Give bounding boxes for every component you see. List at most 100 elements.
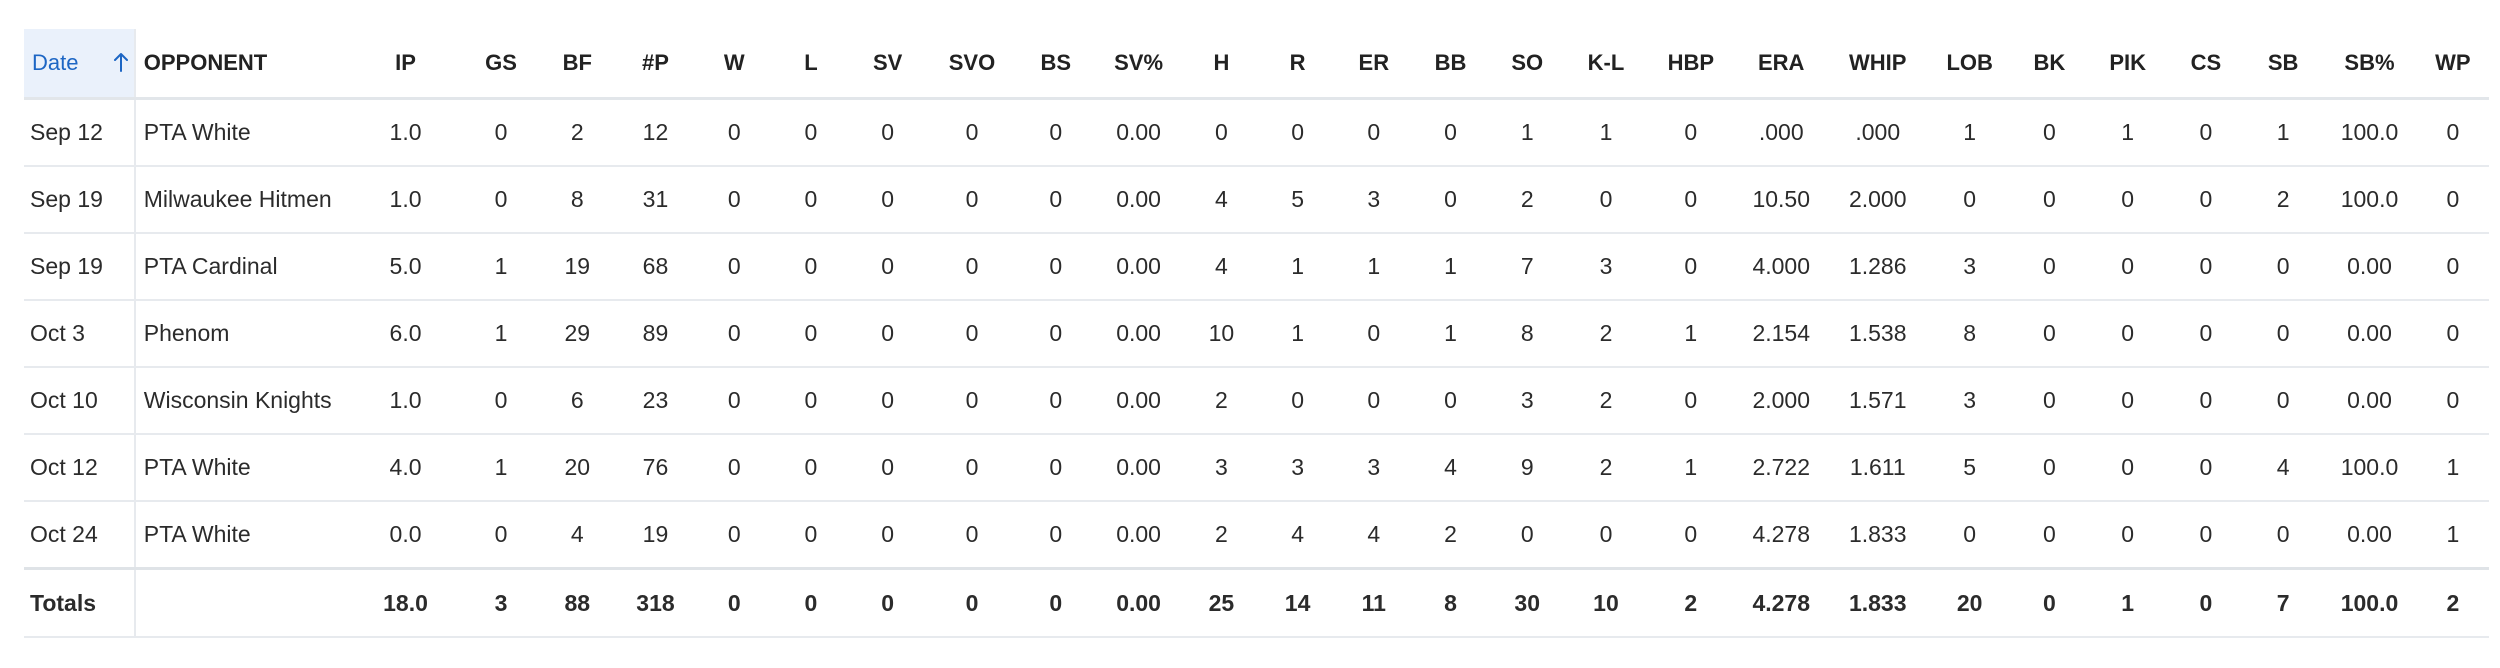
column-header-wp[interactable]: WP: [2416, 29, 2489, 100]
row-opponent: PTA White: [133, 434, 349, 502]
totals-stat-cell: 11: [1335, 568, 1412, 638]
totals-stat-cell: 1.833: [1827, 568, 1929, 638]
totals-stat-cell: 2: [2416, 568, 2489, 638]
row-stat-cell: 5.0: [348, 233, 463, 301]
row-stat-cell: 1.286: [1827, 233, 1929, 301]
row-stat-cell: 0: [772, 98, 850, 167]
row-stat-cell: 5: [1259, 166, 1336, 234]
table-row: Oct 12 PTA White 4.0 1 20 76 0 0 0 0 0 0.00 3 3 3 4 9 2 1 2…: [24, 434, 2489, 502]
row-stat-cell: 1: [1411, 233, 1490, 301]
totals-stat-cell: 0: [772, 568, 850, 638]
column-header-bs[interactable]: BS: [1017, 29, 1094, 100]
column-header-hbp[interactable]: HBP: [1646, 29, 1735, 100]
row-opponent: Wisconsin Knights: [133, 367, 349, 435]
row-stat-cell: 3: [1335, 434, 1412, 502]
totals-stat-cell: 100.0: [2322, 568, 2417, 638]
totals-stat-cell: 4.278: [1735, 568, 1828, 638]
table-body: Sep 12 PTA White 1.0 0 2 12 0 0 0 0 0 0.00 0 0 0 0 1 1 0.0…: [24, 98, 2489, 570]
row-stat-cell: 0: [2167, 300, 2245, 368]
row-stat-cell: 0: [2167, 367, 2245, 435]
row-stat-cell: 0: [1646, 367, 1735, 435]
totals-stat-cell: 25: [1183, 568, 1260, 638]
row-stat-cell: 0: [2416, 367, 2489, 435]
column-header-cs[interactable]: CS: [2167, 29, 2245, 100]
column-header-ip[interactable]: IP: [348, 29, 463, 100]
row-stat-cell: 1: [2087, 98, 2168, 167]
row-stat-cell: 5: [1928, 434, 2012, 502]
column-header-gs[interactable]: GS: [462, 29, 540, 100]
totals-stat-cell: 20: [1928, 568, 2012, 638]
column-header-so[interactable]: SO: [1489, 29, 1566, 100]
totals-stat-cell: 0: [695, 568, 773, 638]
row-stat-cell: 0: [2244, 367, 2323, 435]
column-header-opponent[interactable]: OPPONENT: [133, 29, 349, 100]
game-log-table: Date OPPONENT IP GS BF #P W L SV SVO BS SV% H R ER BB S…: [24, 29, 2489, 638]
column-header-svo[interactable]: SVO: [926, 29, 1018, 100]
row-stat-cell: 2: [539, 98, 616, 167]
row-stat-cell: 3: [1489, 367, 1566, 435]
column-header-bb[interactable]: BB: [1411, 29, 1490, 100]
row-stat-cell: 0: [1017, 233, 1094, 301]
row-stat-cell: 8: [539, 166, 616, 234]
row-stat-cell: 0: [772, 434, 850, 502]
row-stat-cell: 0: [2011, 166, 2088, 234]
row-stat-cell: 0: [2011, 501, 2088, 570]
row-stat-cell: 0: [695, 98, 773, 167]
totals-stat-cell: 0: [926, 568, 1018, 638]
row-stat-cell: 0: [772, 233, 850, 301]
column-header-lob[interactable]: LOB: [1928, 29, 2012, 100]
row-stat-cell: 0: [2416, 300, 2489, 368]
column-header-sv[interactable]: SV: [849, 29, 927, 100]
table-footer: Totals 18.0 3 88 318 0 0 0 0 0 0.00 25 14 11 8 30 10 2 4.2…: [24, 568, 2489, 638]
row-stat-cell: 1.611: [1827, 434, 1929, 502]
row-stat-cell: 0: [772, 166, 850, 234]
row-stat-cell: 0: [1411, 367, 1490, 435]
table-row: Oct 3 Phenom 6.0 1 29 89 0 0 0 0 0 0.00 10 1 0 1 8 2 1 2.15…: [24, 300, 2489, 368]
column-header-r[interactable]: R: [1259, 29, 1336, 100]
row-stat-cell: 0: [772, 300, 850, 368]
row-stat-cell: 0: [695, 233, 773, 301]
column-header-h[interactable]: H: [1183, 29, 1260, 100]
column-header-whip[interactable]: WHIP: [1827, 29, 1929, 100]
column-header-pik[interactable]: PIK: [2087, 29, 2168, 100]
row-stat-cell: 0: [1017, 300, 1094, 368]
row-stat-cell: 1: [1565, 98, 1647, 167]
column-header-l[interactable]: L: [772, 29, 850, 100]
row-stat-cell: 0: [2087, 233, 2168, 301]
row-stat-cell: 0: [2167, 501, 2245, 570]
row-stat-cell: 0: [462, 367, 540, 435]
row-stat-cell: 1: [1489, 98, 1566, 167]
column-header-p[interactable]: #P: [615, 29, 696, 100]
column-header-er[interactable]: ER: [1335, 29, 1412, 100]
row-stat-cell: 4: [1335, 501, 1412, 570]
row-stat-cell: 3: [1928, 233, 2012, 301]
column-header-sb[interactable]: SB%: [2322, 29, 2417, 100]
column-header-bf[interactable]: BF: [539, 29, 616, 100]
row-stat-cell: 1: [1411, 300, 1490, 368]
column-header-w[interactable]: W: [695, 29, 773, 100]
column-header-sv[interactable]: SV%: [1093, 29, 1184, 100]
row-date: Oct 12: [24, 434, 135, 502]
column-header-date[interactable]: Date: [24, 29, 135, 100]
row-stat-cell: 1: [1646, 300, 1735, 368]
row-stat-cell: 0: [2011, 367, 2088, 435]
row-stat-cell: 4: [1183, 166, 1260, 234]
column-header-bk[interactable]: BK: [2011, 29, 2088, 100]
row-stat-cell: 31: [615, 166, 696, 234]
row-stat-cell: .000: [1735, 98, 1828, 167]
row-stat-cell: 0: [1017, 501, 1094, 570]
row-stat-cell: 2.722: [1735, 434, 1828, 502]
row-stat-cell: 0: [2167, 98, 2245, 167]
row-stat-cell: 0: [1646, 501, 1735, 570]
column-header-era[interactable]: ERA: [1735, 29, 1828, 100]
row-stat-cell: 100.0: [2322, 98, 2417, 167]
arrow-up-icon[interactable]: [112, 51, 130, 73]
row-stat-cell: 0: [772, 367, 850, 435]
row-stat-cell: 0: [695, 300, 773, 368]
column-header-k-l[interactable]: K-L: [1565, 29, 1647, 100]
column-header-sb[interactable]: SB: [2244, 29, 2323, 100]
row-stat-cell: 2.154: [1735, 300, 1828, 368]
row-stat-cell: 1.833: [1827, 501, 1929, 570]
row-stat-cell: 0: [1183, 98, 1260, 167]
row-stat-cell: 0: [2167, 434, 2245, 502]
